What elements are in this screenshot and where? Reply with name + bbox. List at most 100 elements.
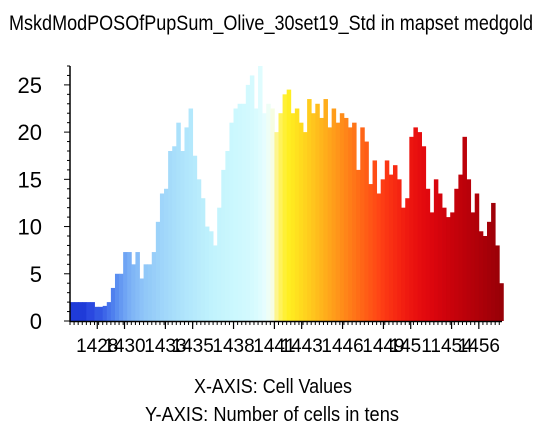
histogram-bar xyxy=(397,179,402,321)
y-tick-label: 25 xyxy=(18,73,42,98)
histogram-bar xyxy=(392,165,398,321)
histogram-bar xyxy=(303,132,308,321)
histogram-bar xyxy=(229,122,234,321)
histogram-bar xyxy=(221,169,226,321)
histogram-bar xyxy=(487,221,492,321)
histogram-bar xyxy=(298,122,304,321)
x-tick-label: 1428 xyxy=(76,336,118,357)
histogram-bar xyxy=(458,174,463,321)
histogram-bar xyxy=(450,212,455,321)
histogram-bar xyxy=(192,155,198,321)
histogram-bar xyxy=(184,127,189,321)
histogram-bar xyxy=(127,252,132,321)
histogram-bar xyxy=(262,113,267,321)
histogram-bar xyxy=(90,302,95,321)
histogram-bar xyxy=(335,122,341,321)
histogram-bar xyxy=(74,302,79,321)
histogram-bar xyxy=(384,160,390,321)
histogram-bar xyxy=(290,113,296,321)
histogram-bar xyxy=(352,122,357,321)
histogram-bar xyxy=(155,221,161,321)
histogram-bar xyxy=(401,207,406,321)
histogram-bar xyxy=(102,305,108,321)
histogram-bar xyxy=(360,127,365,321)
histogram-bar xyxy=(82,302,87,321)
y-tick-label: 20 xyxy=(18,120,42,145)
histogram-bar xyxy=(225,151,230,321)
histogram-bar xyxy=(258,66,263,321)
histogram-bar xyxy=(139,278,144,321)
histogram-bar xyxy=(143,264,149,321)
histogram-bar xyxy=(278,113,283,321)
histogram-bar xyxy=(348,127,353,321)
histogram-bar xyxy=(470,212,476,321)
histogram-bar xyxy=(98,306,104,321)
histogram-bar xyxy=(249,75,255,321)
x-tick-label: 1456 xyxy=(458,336,500,357)
histogram-bar xyxy=(147,264,153,321)
histogram-bar xyxy=(307,99,312,321)
y-axis-label: Y-AXIS: Number of cells in tens xyxy=(145,404,399,426)
bars-group xyxy=(70,66,504,321)
x-tick-label: 1449 xyxy=(362,336,404,357)
histogram-bar xyxy=(413,127,418,321)
axes-group xyxy=(64,65,502,325)
histogram-bar xyxy=(204,226,210,321)
histogram-bar xyxy=(217,207,222,321)
x-tick-label: 1451 xyxy=(390,336,432,357)
x-tick-label: 1435 xyxy=(172,336,214,357)
y-tick-label: 10 xyxy=(18,215,42,240)
x-tick-label: 1430 xyxy=(103,336,145,357)
chart-title: MskdModPOSOfPupSum_Olive_30set19_Std in … xyxy=(9,12,533,35)
x-ticks-group: 1428143014331435143814411443144614491451… xyxy=(76,321,500,357)
x-tick-label: 1441 xyxy=(253,336,295,357)
histogram-bar xyxy=(315,103,320,321)
histogram-bar xyxy=(364,141,369,321)
histogram-bar xyxy=(209,231,214,321)
histogram-bar xyxy=(319,117,324,321)
histogram-bar xyxy=(135,252,140,321)
histogram-bar xyxy=(168,151,173,321)
histogram-bar xyxy=(245,84,251,321)
y-tick-label: 5 xyxy=(30,262,42,287)
histogram-bar xyxy=(442,207,447,321)
histogram-bar xyxy=(294,108,300,321)
histogram-bar xyxy=(368,184,373,321)
histogram-bar xyxy=(356,169,361,321)
histogram-bar xyxy=(405,198,410,321)
histogram-bar xyxy=(380,179,386,321)
x-axis-label: X-AXIS: Cell Values xyxy=(194,376,352,398)
histogram-bar xyxy=(388,174,394,321)
histogram-bar xyxy=(70,302,75,321)
histogram-bar xyxy=(164,188,169,321)
histogram-bar xyxy=(237,103,243,321)
histogram-bar xyxy=(499,283,504,321)
histogram-bar xyxy=(327,127,333,321)
histogram-bar xyxy=(417,132,422,321)
histogram-bar xyxy=(176,122,181,321)
histogram-bar xyxy=(466,179,472,321)
histogram-bar xyxy=(433,179,439,321)
x-tick-label: 1433 xyxy=(144,336,186,357)
histogram-bar xyxy=(376,193,382,321)
histogram-bar xyxy=(311,113,316,321)
histogram-bar xyxy=(266,103,271,321)
histogram-bar xyxy=(159,193,165,321)
histogram-bar xyxy=(200,198,206,321)
x-tick-label: 1454 xyxy=(430,336,473,357)
histogram-bar xyxy=(282,94,288,321)
histogram-bar xyxy=(253,108,259,321)
histogram-bar xyxy=(233,108,239,321)
histogram-bar xyxy=(482,236,488,321)
y-ticks-group: 0 5 10 15 20 25 xyxy=(18,73,42,334)
histogram-bar xyxy=(119,273,124,321)
histogram-bar xyxy=(213,245,218,321)
histogram-bar xyxy=(409,136,414,321)
histogram-bar xyxy=(429,212,435,321)
histogram-bar xyxy=(196,179,202,321)
histogram-bar xyxy=(106,302,112,321)
histogram-bar xyxy=(241,103,247,321)
histogram-bar xyxy=(323,99,328,321)
histogram-bar xyxy=(495,245,500,321)
